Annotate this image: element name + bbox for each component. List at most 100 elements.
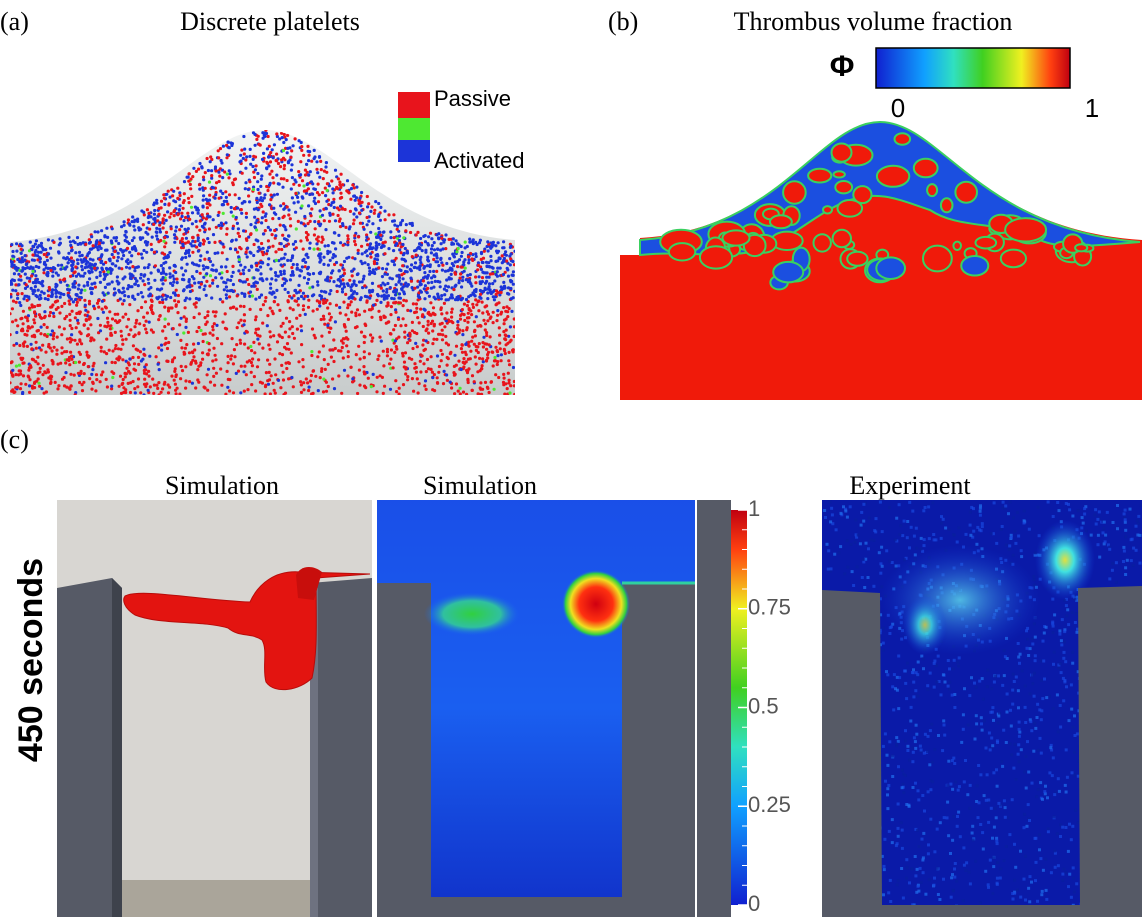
speckle bbox=[926, 684, 929, 687]
platelet bbox=[190, 195, 193, 198]
speckle bbox=[892, 708, 895, 711]
platelet bbox=[207, 368, 210, 371]
platelet bbox=[444, 335, 447, 338]
platelet bbox=[502, 373, 505, 376]
platelet bbox=[74, 393, 77, 396]
platelet bbox=[416, 345, 419, 348]
platelet bbox=[347, 284, 350, 287]
platelet bbox=[328, 331, 331, 334]
platelet bbox=[265, 371, 268, 374]
platelet bbox=[261, 347, 264, 350]
platelet bbox=[310, 180, 313, 183]
platelet bbox=[481, 261, 484, 264]
platelet bbox=[465, 278, 468, 281]
platelet bbox=[331, 187, 334, 190]
platelet bbox=[331, 377, 334, 380]
platelet bbox=[224, 265, 227, 268]
platelet bbox=[287, 213, 290, 216]
platelet bbox=[103, 234, 106, 237]
speckle bbox=[842, 505, 845, 508]
platelet bbox=[142, 348, 145, 351]
platelet bbox=[87, 356, 90, 359]
platelet bbox=[35, 341, 38, 344]
platelet bbox=[104, 249, 107, 252]
platelet bbox=[280, 158, 283, 161]
platelet bbox=[493, 388, 496, 391]
platelet bbox=[293, 201, 296, 204]
platelet bbox=[63, 376, 66, 379]
platelet bbox=[395, 345, 398, 348]
platelet bbox=[269, 228, 272, 231]
platelet bbox=[457, 390, 460, 393]
platelet bbox=[451, 308, 454, 311]
platelet bbox=[394, 293, 397, 296]
platelet bbox=[287, 161, 290, 164]
speckle bbox=[1051, 598, 1054, 601]
platelet bbox=[402, 317, 405, 320]
platelet bbox=[377, 294, 380, 297]
speckle bbox=[905, 877, 908, 880]
platelet bbox=[338, 269, 341, 272]
platelet bbox=[100, 346, 103, 349]
speckle bbox=[1017, 642, 1020, 645]
platelet bbox=[218, 175, 221, 178]
platelet bbox=[203, 240, 206, 243]
platelet bbox=[300, 329, 303, 332]
platelet bbox=[256, 288, 259, 291]
platelet bbox=[133, 362, 136, 365]
speckle bbox=[969, 524, 972, 527]
speckle bbox=[1063, 680, 1066, 683]
platelet bbox=[166, 210, 169, 213]
platelet bbox=[430, 287, 433, 290]
platelet bbox=[67, 236, 70, 239]
platelet bbox=[509, 257, 512, 260]
platelet bbox=[197, 250, 200, 253]
platelet bbox=[274, 279, 277, 282]
platelet bbox=[211, 282, 214, 285]
platelet bbox=[68, 303, 71, 306]
platelet bbox=[148, 263, 151, 266]
platelet bbox=[114, 344, 117, 347]
platelet bbox=[281, 284, 284, 287]
platelet bbox=[170, 227, 173, 230]
speckle bbox=[1067, 623, 1070, 626]
speckle bbox=[1076, 631, 1079, 634]
platelet bbox=[51, 275, 54, 278]
platelet bbox=[466, 321, 469, 324]
platelet bbox=[62, 278, 65, 281]
platelet bbox=[473, 330, 476, 333]
platelet bbox=[239, 319, 242, 322]
platelet bbox=[464, 351, 467, 354]
speckle bbox=[901, 829, 904, 832]
platelet bbox=[105, 338, 108, 341]
platelet bbox=[510, 297, 513, 300]
platelet bbox=[163, 306, 166, 309]
platelet bbox=[94, 389, 97, 392]
platelet bbox=[107, 270, 110, 273]
platelet bbox=[380, 340, 383, 343]
platelet bbox=[194, 305, 197, 308]
platelet bbox=[474, 275, 477, 278]
platelet bbox=[465, 393, 468, 396]
platelet bbox=[79, 291, 82, 294]
speckle bbox=[1050, 871, 1053, 874]
platelet bbox=[118, 267, 121, 270]
speckle bbox=[939, 821, 942, 824]
platelet bbox=[356, 325, 359, 328]
thrombus-island bbox=[770, 215, 792, 228]
speckle bbox=[931, 501, 934, 504]
platelet bbox=[229, 247, 232, 250]
platelet bbox=[403, 252, 406, 255]
platelet bbox=[268, 184, 271, 187]
platelet bbox=[259, 381, 262, 384]
platelet bbox=[418, 280, 421, 283]
speckle bbox=[906, 745, 909, 748]
platelet bbox=[439, 258, 442, 261]
platelet bbox=[266, 379, 269, 382]
platelet bbox=[378, 336, 381, 339]
platelet bbox=[320, 318, 323, 321]
platelet bbox=[164, 318, 167, 321]
platelet bbox=[502, 259, 505, 262]
platelet bbox=[404, 351, 407, 354]
platelet bbox=[382, 364, 385, 367]
